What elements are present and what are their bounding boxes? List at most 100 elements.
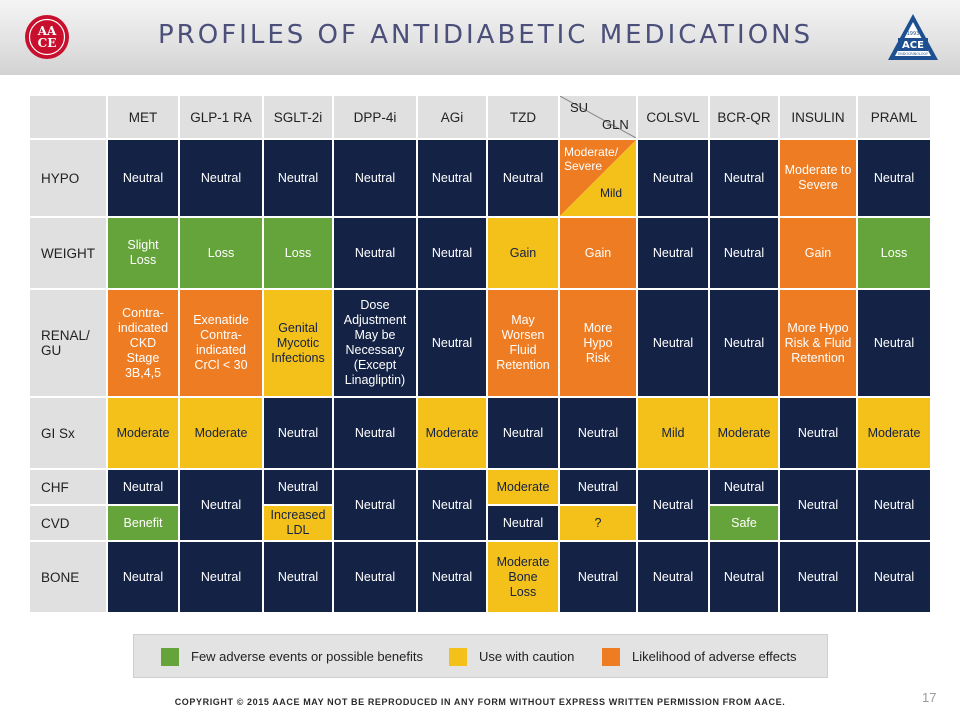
cell-cvd-bcr-qr: Safe	[710, 506, 778, 540]
cell-gi-bcr-qr: Moderate	[710, 398, 778, 468]
cell-hypo-tzd: Neutral	[488, 140, 558, 216]
cell-gi-dpp4i: Neutral	[334, 398, 416, 468]
row-header-chf: CHF	[30, 470, 106, 504]
cell-cvd-met: Benefit	[108, 506, 178, 540]
row-header-renal-gu: RENAL/ GU	[30, 290, 106, 396]
row-header-bone: BONE	[30, 542, 106, 612]
header-corner-cell	[30, 96, 106, 138]
cell-weight-tzd: Gain	[488, 218, 558, 288]
cell-renal-agi: Neutral	[418, 290, 486, 396]
cell-hypo-dpp4i: Neutral	[334, 140, 416, 216]
cell-chf-cvd-colsvl: Neutral	[638, 470, 708, 540]
column-header-gln: GLN	[602, 117, 629, 132]
cell-hypo-met: Neutral	[108, 140, 178, 216]
column-header-praml: PRAML	[858, 96, 930, 138]
cell-renal-dpp4i: Dose Adjustment May be Necessary (Except…	[334, 290, 416, 396]
legend-swatch-orange	[602, 648, 620, 666]
cell-gi-tzd: Neutral	[488, 398, 558, 468]
cell-bone-colsvl: Neutral	[638, 542, 708, 612]
cell-hypo-glp1-ra: Neutral	[180, 140, 262, 216]
cell-weight-met: Slight Loss	[108, 218, 178, 288]
cell-hypo-su-gln-split: Moderate/ Severe Mild	[560, 140, 636, 216]
cell-renal-tzd: May Worsen Fluid Retention	[488, 290, 558, 396]
cell-renal-praml: Neutral	[858, 290, 930, 396]
cell-weight-glp1-ra: Loss	[180, 218, 262, 288]
cell-renal-glp1-ra: Exenatide Contra- indicated CrCl < 30	[180, 290, 262, 396]
cell-bone-praml: Neutral	[858, 542, 930, 612]
cell-hypo-insulin: Moderate to Severe	[780, 140, 856, 216]
ace-logo-icon: ACE 1993 ENDOCRINOLOGY	[888, 14, 938, 60]
column-header-tzd: TZD	[488, 96, 558, 138]
page-title: PROFILES OF ANTIDIABETIC MEDICATIONS	[158, 20, 814, 50]
color-legend: Few adverse events or possible benefits …	[133, 634, 828, 678]
aace-logo-icon: AA CE	[25, 15, 69, 59]
cell-hypo-colsvl: Neutral	[638, 140, 708, 216]
cell-chf-met: Neutral	[108, 470, 178, 504]
cell-weight-colsvl: Neutral	[638, 218, 708, 288]
legend-label-green: Few adverse events or possible benefits	[191, 649, 423, 664]
cell-cvd-su-gln: ?	[560, 506, 636, 540]
legend-label-yellow: Use with caution	[479, 649, 575, 664]
cell-chf-cvd-agi: Neutral	[418, 470, 486, 540]
cell-renal-bcr-qr: Neutral	[710, 290, 778, 396]
row-header-weight: WEIGHT	[30, 218, 106, 288]
cell-chf-bcr-qr: Neutral	[710, 470, 778, 504]
cell-weight-su-gln: Gain	[560, 218, 636, 288]
legend-swatch-yellow	[449, 648, 467, 666]
cell-hypo-su: Moderate/ Severe	[564, 145, 619, 173]
cell-hypo-bcr-qr: Neutral	[710, 140, 778, 216]
cell-bone-agi: Neutral	[418, 542, 486, 612]
column-header-bcr-qr: BCR-QR	[710, 96, 778, 138]
svg-text:1993: 1993	[907, 31, 920, 37]
column-header-dpp4i: DPP-4i	[334, 96, 416, 138]
cell-bone-glp1-ra: Neutral	[180, 542, 262, 612]
page-number: 17	[922, 690, 937, 705]
svg-text:ACE: ACE	[902, 40, 924, 51]
cell-bone-sglt2i: Neutral	[264, 542, 332, 612]
cell-weight-insulin: Gain	[780, 218, 856, 288]
cell-renal-sglt2i: Genital Mycotic Infections	[264, 290, 332, 396]
cell-bone-dpp4i: Neutral	[334, 542, 416, 612]
column-header-met: MET	[108, 96, 178, 138]
cell-gi-glp1-ra: Moderate	[180, 398, 262, 468]
svg-text:CE: CE	[38, 36, 57, 50]
cell-weight-sglt2i: Loss	[264, 218, 332, 288]
cell-bone-met: Neutral	[108, 542, 178, 612]
cell-chf-su-gln: Neutral	[560, 470, 636, 504]
column-header-insulin: INSULIN	[780, 96, 856, 138]
cell-chf-tzd: Moderate	[488, 470, 558, 504]
column-header-su: SU	[570, 100, 589, 115]
column-header-sglt2i: SGLT-2i	[264, 96, 332, 138]
cell-gi-agi: Moderate	[418, 398, 486, 468]
cell-bone-su-gln: Neutral	[560, 542, 636, 612]
row-header-cvd: CVD	[30, 506, 106, 540]
svg-text:ENDOCRINOLOGY: ENDOCRINOLOGY	[898, 52, 929, 56]
cell-gi-praml: Moderate	[858, 398, 930, 468]
cell-chf-cvd-dpp4i: Neutral	[334, 470, 416, 540]
legend-label-orange: Likelihood of adverse effects	[632, 649, 797, 664]
cell-renal-su-gln: More Hypo Risk	[560, 290, 636, 396]
cell-bone-insulin: Neutral	[780, 542, 856, 612]
cell-renal-colsvl: Neutral	[638, 290, 708, 396]
cell-gi-sglt2i: Neutral	[264, 398, 332, 468]
copyright-footer: COPYRIGHT © 2015 AACE MAY NOT BE REPRODU…	[174, 697, 786, 707]
row-header-hypo: HYPO	[30, 140, 106, 216]
cell-hypo-agi: Neutral	[418, 140, 486, 216]
cell-gi-met: Moderate	[108, 398, 178, 468]
cell-bone-tzd: Moderate Bone Loss	[488, 542, 558, 612]
cell-renal-insulin: More Hypo Risk & Fluid Retention	[780, 290, 856, 396]
cell-gi-colsvl: Mild	[638, 398, 708, 468]
medication-profile-table: MET GLP-1 RA SGLT-2i DPP-4i AGi TZD SU G…	[30, 96, 930, 612]
cell-weight-dpp4i: Neutral	[334, 218, 416, 288]
cell-renal-met: Contra- indicated CKD Stage 3B,4,5	[108, 290, 178, 396]
slide-header: AA CE PROFILES OF ANTIDIABETIC MEDICATIO…	[0, 0, 960, 75]
cell-gi-insulin: Neutral	[780, 398, 856, 468]
legend-swatch-green	[161, 648, 179, 666]
cell-cvd-sglt2i: Increased LDL	[264, 506, 332, 540]
row-header-gi-sx: GI Sx	[30, 398, 106, 468]
column-header-agi: AGi	[418, 96, 486, 138]
column-header-glp1-ra: GLP-1 RA	[180, 96, 262, 138]
column-header-su-gln: SU GLN	[560, 96, 636, 138]
cell-gi-su-gln: Neutral	[560, 398, 636, 468]
cell-chf-sglt2i: Neutral	[264, 470, 332, 504]
